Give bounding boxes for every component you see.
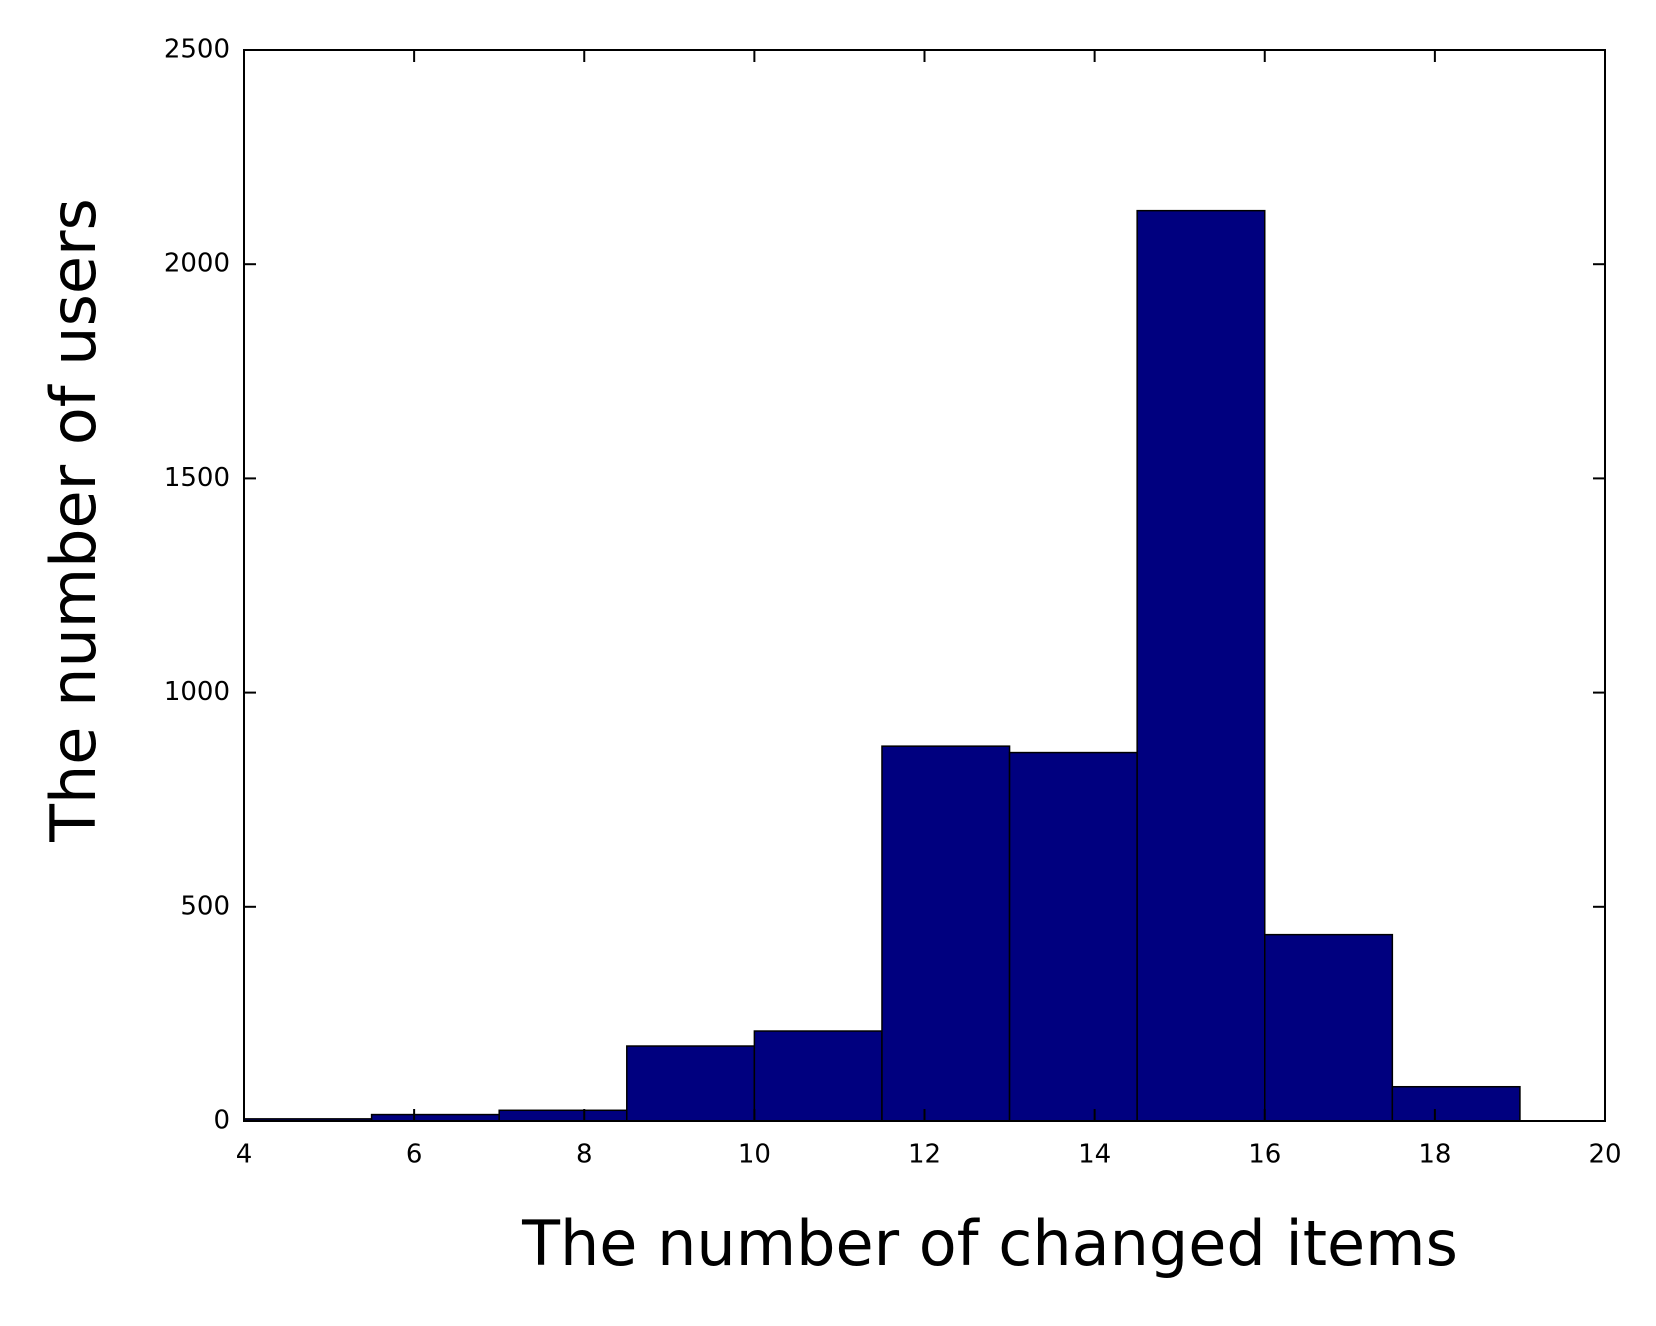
y-tick-label: 1000 xyxy=(164,677,230,707)
bar xyxy=(1008,751,1138,1122)
bar xyxy=(1264,933,1394,1122)
x-tick-label: 18 xyxy=(1418,1140,1451,1170)
bar xyxy=(881,745,1011,1122)
bar xyxy=(498,1109,628,1122)
x-tick-label: 4 xyxy=(236,1140,253,1170)
bar xyxy=(626,1045,756,1122)
x-tick-label: 6 xyxy=(406,1140,423,1170)
x-axis-title: The number of changed items xyxy=(521,1207,1458,1280)
y-tick-label: 2500 xyxy=(164,35,230,65)
x-tick-label: 10 xyxy=(738,1140,771,1170)
y-tick-label: 1500 xyxy=(164,463,230,493)
x-tick-label: 14 xyxy=(1078,1140,1111,1170)
bar xyxy=(1136,209,1266,1122)
x-tick-label: 20 xyxy=(1588,1140,1621,1170)
y-tick-label: 0 xyxy=(213,1106,230,1136)
y-tick-label: 2000 xyxy=(164,249,230,279)
y-axis-title: The number of users xyxy=(37,198,110,843)
x-tick-label: 12 xyxy=(908,1140,941,1170)
bar xyxy=(1391,1085,1521,1122)
y-tick-label: 500 xyxy=(180,891,230,921)
x-tick-label: 16 xyxy=(1248,1140,1281,1170)
bar xyxy=(753,1030,883,1122)
x-tick-label: 8 xyxy=(576,1140,593,1170)
